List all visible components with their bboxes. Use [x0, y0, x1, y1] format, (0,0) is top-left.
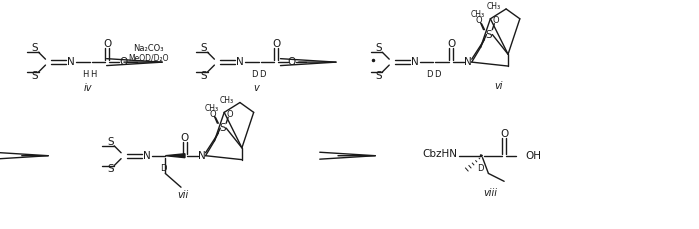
Text: S: S: [375, 43, 382, 53]
Text: S: S: [107, 164, 114, 174]
Text: O: O: [103, 39, 111, 49]
Text: D: D: [160, 164, 166, 173]
Text: O: O: [500, 129, 508, 139]
Text: MeOD/D₂O: MeOD/D₂O: [129, 54, 169, 63]
Text: H: H: [90, 71, 96, 79]
Text: O: O: [475, 16, 482, 25]
Text: O: O: [181, 133, 189, 143]
Text: CH₃: CH₃: [470, 10, 484, 19]
Text: iv: iv: [83, 83, 92, 93]
Text: S: S: [107, 137, 114, 147]
Text: S: S: [201, 43, 207, 53]
Text: CH₃: CH₃: [487, 3, 500, 11]
Text: N: N: [236, 57, 244, 67]
Text: S: S: [31, 43, 38, 53]
Text: Na₂CO₃: Na₂CO₃: [134, 44, 164, 53]
Text: N: N: [143, 151, 150, 161]
Text: O: O: [272, 39, 280, 49]
Text: O: O: [493, 16, 500, 25]
Text: D: D: [259, 71, 266, 79]
Text: v: v: [254, 83, 259, 93]
Text: viii: viii: [484, 188, 498, 198]
Text: D: D: [426, 71, 433, 79]
Text: O: O: [226, 110, 233, 119]
Text: S: S: [375, 71, 382, 81]
Text: CbzHN: CbzHN: [422, 149, 457, 159]
Text: O: O: [119, 57, 127, 67]
Text: O: O: [447, 39, 455, 49]
Text: S: S: [31, 71, 38, 81]
Text: N: N: [411, 57, 419, 67]
Text: D: D: [252, 71, 258, 79]
Text: O: O: [209, 110, 216, 119]
Text: S: S: [219, 123, 226, 133]
Text: N: N: [198, 151, 206, 161]
Text: S: S: [485, 30, 491, 40]
Text: S: S: [201, 71, 207, 81]
Text: O: O: [288, 57, 296, 67]
Text: H: H: [82, 71, 89, 79]
Text: D: D: [477, 164, 484, 173]
Text: vi: vi: [494, 81, 503, 91]
Text: CH₃: CH₃: [204, 104, 218, 113]
Text: N: N: [464, 57, 472, 67]
Text: vii: vii: [178, 190, 189, 200]
Polygon shape: [165, 154, 185, 158]
Text: CH₃: CH₃: [220, 96, 234, 105]
Text: D: D: [434, 71, 440, 79]
Text: OH: OH: [526, 151, 542, 161]
Polygon shape: [480, 155, 482, 157]
Text: N: N: [67, 57, 75, 67]
